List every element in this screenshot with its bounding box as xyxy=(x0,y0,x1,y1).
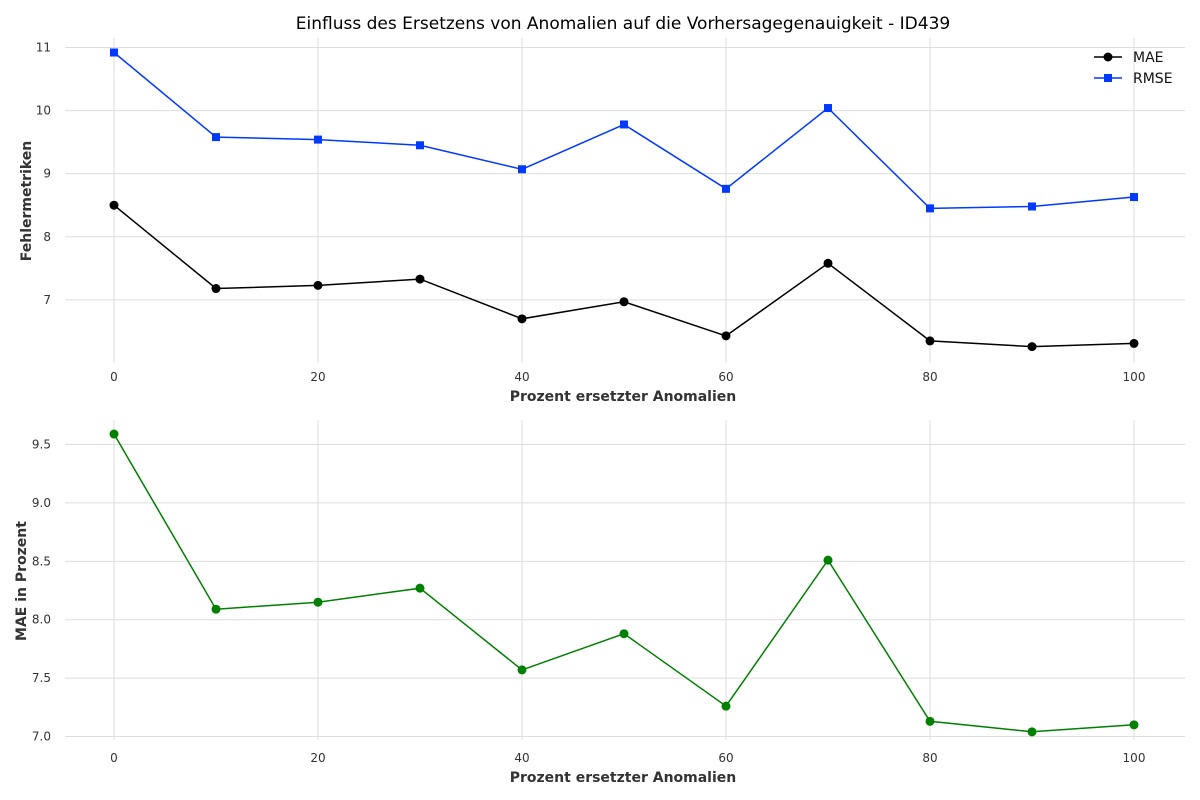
y-tick-label: 10 xyxy=(36,104,51,118)
data-point xyxy=(823,258,833,268)
data-point xyxy=(211,284,221,294)
y-tick-label: 11 xyxy=(36,40,51,54)
data-point xyxy=(926,204,934,213)
x-tick-label: 0 xyxy=(110,370,118,384)
data-point xyxy=(1027,727,1037,737)
y-tick-label: 9.0 xyxy=(32,496,51,510)
data-point xyxy=(517,314,527,324)
data-point xyxy=(925,716,935,726)
y-axis-label: Fehlermetriken xyxy=(19,141,35,262)
y-axis-label: MAE in Prozent xyxy=(14,521,30,641)
data-point xyxy=(619,297,629,307)
x-axis-label: Prozent ersetzter Anomalien xyxy=(510,770,737,786)
x-tick-label: 100 xyxy=(1123,751,1146,765)
legend-label: RMSE xyxy=(1133,71,1173,87)
mae-percent-chart: 0 20 40 60 80 100 7.0 7.5 8.0 8.5 9.0 9.5 Prozent e… xyxy=(14,420,1185,786)
data-point xyxy=(416,141,424,150)
x-tick-label: 40 xyxy=(514,370,529,384)
x-tick-label: 100 xyxy=(1123,370,1146,384)
y-tick-label: 9 xyxy=(43,167,51,181)
data-point xyxy=(211,604,221,614)
data-point xyxy=(722,184,730,193)
data-point xyxy=(109,200,119,210)
data-point xyxy=(823,555,833,565)
x-tick-label: 20 xyxy=(310,370,325,384)
legend-marker xyxy=(1104,74,1112,82)
ticks: 0 20 40 60 80 100 7.0 7.5 8.0 8.5 9.0 9.5 xyxy=(32,438,1146,765)
data-point xyxy=(1028,202,1036,211)
data-point xyxy=(1027,342,1037,352)
legend-label: MAE xyxy=(1133,50,1164,66)
data-point xyxy=(415,583,425,593)
data-point xyxy=(313,280,323,290)
y-tick-label: 8.5 xyxy=(32,554,51,568)
data-point xyxy=(109,429,119,439)
data-point xyxy=(313,597,323,607)
series-line xyxy=(113,204,1135,348)
data-point xyxy=(925,336,935,346)
grid xyxy=(65,38,1185,363)
x-tick-label: 80 xyxy=(922,370,937,384)
data-point xyxy=(314,135,322,144)
y-tick-label: 9.5 xyxy=(32,438,51,452)
y-tick-label: 7 xyxy=(43,293,51,307)
y-tick-label: 7.5 xyxy=(32,671,51,685)
data-point xyxy=(824,104,832,113)
x-tick-label: 0 xyxy=(110,751,118,765)
data-point xyxy=(620,120,628,129)
data-point xyxy=(1130,193,1138,202)
ticks: 0 20 40 60 80 100 7 8 9 10 11 xyxy=(36,40,1146,384)
data-point xyxy=(1129,720,1139,730)
y-tick-label: 7.0 xyxy=(32,729,51,743)
legend-marker xyxy=(1103,52,1113,62)
data-point xyxy=(212,133,220,142)
x-axis-label: Prozent ersetzter Anomalien xyxy=(510,389,737,405)
error-metrics-chart: Einfluss des Ersetzens von Anomalien auf… xyxy=(19,14,1185,405)
series-line xyxy=(113,433,1135,733)
data-point xyxy=(517,665,527,675)
x-tick-label: 20 xyxy=(310,751,325,765)
data-point xyxy=(110,48,118,57)
x-tick-label: 40 xyxy=(514,751,529,765)
data-point xyxy=(518,165,526,174)
x-tick-label: 60 xyxy=(718,751,733,765)
y-tick-label: 8.0 xyxy=(32,613,51,627)
data-point xyxy=(721,701,731,711)
series-group xyxy=(109,429,1139,737)
chart-title: Einfluss des Ersetzens von Anomalien auf… xyxy=(296,14,950,34)
data-point xyxy=(415,274,425,284)
grid xyxy=(65,420,1185,740)
legend: MAE RMSE xyxy=(1094,50,1173,87)
data-point xyxy=(721,331,731,341)
series-group xyxy=(109,48,1139,352)
x-tick-label: 80 xyxy=(922,751,937,765)
x-tick-label: 60 xyxy=(718,370,733,384)
data-point xyxy=(1129,338,1139,348)
data-point xyxy=(619,629,629,639)
series-line xyxy=(113,51,1135,210)
y-tick-label: 8 xyxy=(43,230,51,244)
